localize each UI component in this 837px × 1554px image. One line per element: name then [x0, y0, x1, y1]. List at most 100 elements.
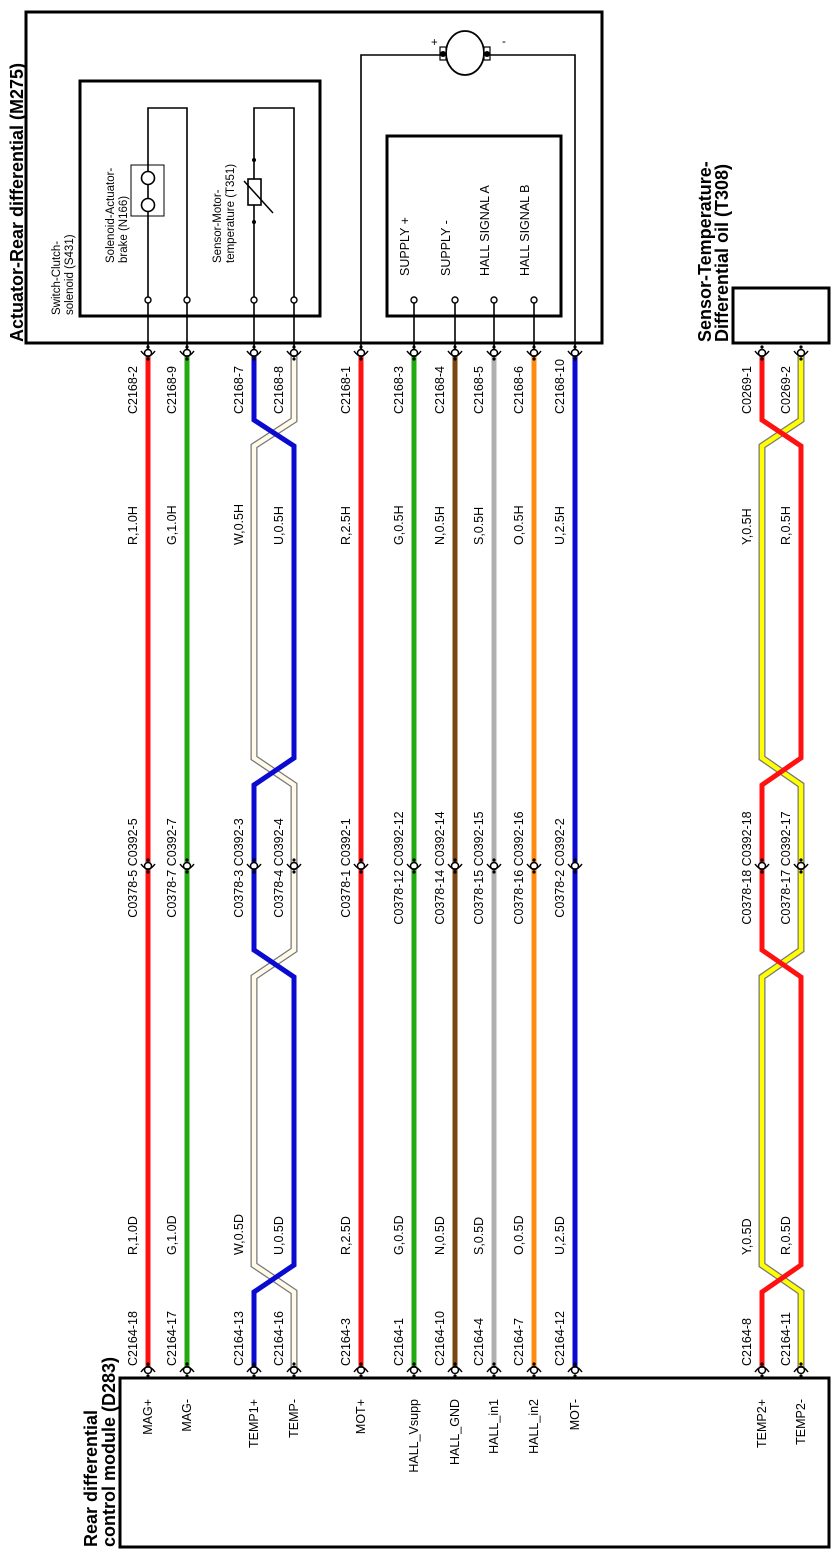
connector-socket — [406, 863, 422, 870]
bottom-conn-label: C2164-12 — [553, 1311, 567, 1366]
inline-conn-label: C0378-16 C0392-16 — [512, 811, 526, 924]
pin-terminal-icon — [183, 296, 191, 304]
connector-dot — [760, 858, 764, 862]
connector-dot — [252, 858, 256, 862]
connector-socket — [793, 350, 809, 357]
connector-socket — [486, 863, 502, 870]
bottom-conn-label: C2164-8 — [740, 1318, 754, 1366]
connector-dot — [359, 1374, 363, 1378]
connector-icon — [447, 858, 463, 874]
connector-icon — [179, 858, 195, 874]
pin-label: MAG- — [180, 1399, 194, 1432]
connector-dot — [532, 1362, 536, 1366]
connector-dot — [492, 870, 496, 874]
connector-icon — [754, 858, 770, 874]
connector-dot — [252, 345, 256, 349]
pin-terminal-icon — [144, 296, 152, 304]
connector-socket — [286, 350, 302, 357]
connector-socket — [353, 863, 369, 870]
hall-sensor-box — [385, 134, 563, 318]
connector-dot — [573, 858, 577, 862]
connector-dot — [532, 357, 536, 361]
top-gauge-label: Y,0.5H — [740, 508, 754, 545]
connector-icon — [286, 1362, 302, 1378]
connector-icon — [526, 345, 542, 361]
connector-dot — [760, 1374, 764, 1378]
connector-icon — [486, 345, 502, 361]
bottom-gauge-label: S,0.5D — [472, 1217, 486, 1255]
connector-dot — [412, 870, 416, 874]
top-gauge-label: O,0.5H — [512, 505, 526, 545]
connector-icon — [754, 1362, 770, 1378]
connector-dot — [453, 357, 457, 361]
connector-socket — [567, 1366, 583, 1373]
pin-label: MOT- — [568, 1399, 582, 1430]
connector-dot — [252, 1362, 256, 1366]
top-gauge-label: R,1.0H — [126, 506, 140, 545]
connector-icon — [447, 345, 463, 361]
bottom-conn-label: C2164-16 — [272, 1311, 286, 1366]
switch-clutch-box — [78, 79, 322, 318]
inline-conn-label: C0378-7 C0392-7 — [165, 818, 179, 917]
connector-socket — [447, 863, 463, 870]
connector-socket — [140, 1366, 156, 1373]
connector-icon — [406, 345, 422, 361]
motor-plus-label: + — [431, 37, 438, 49]
connector-socket — [526, 350, 542, 357]
connector-socket — [447, 1366, 463, 1373]
pin-terminal-icon — [490, 296, 498, 304]
connector-icon — [353, 345, 369, 361]
connector-dot — [292, 1362, 296, 1366]
connector-socket — [286, 863, 302, 870]
connector-dot — [453, 1362, 457, 1366]
top-conn-label: C2168-3 — [392, 366, 406, 414]
switch-clutch-label-2: solenoid (S431) — [64, 234, 76, 315]
connector-dot — [292, 345, 296, 349]
connector-icon — [567, 858, 583, 874]
connector-icon — [526, 858, 542, 874]
connector-dot — [146, 858, 150, 862]
inline-conn-label: C0378-4 C0392-4 — [272, 818, 286, 917]
connector-dot — [760, 357, 764, 361]
inline-conn-label: C0378-5 C0392-5 — [126, 818, 140, 917]
connector-icon — [179, 345, 195, 361]
bottom-conn-label: C2164-17 — [165, 1311, 179, 1366]
bottom-gauge-label: W,0.5D — [232, 1214, 246, 1255]
connector-dot — [532, 345, 536, 349]
connector-socket — [286, 1366, 302, 1373]
connector-socket — [526, 1366, 542, 1373]
connector-dot — [573, 1362, 577, 1366]
connector-socket — [140, 863, 156, 870]
connector-dot — [412, 345, 416, 349]
connector-dot — [573, 357, 577, 361]
connector-dot — [292, 357, 296, 361]
pin-label: HALL_in1 — [487, 1399, 501, 1454]
connector-icon — [140, 345, 156, 361]
hall-pin-label: SUPPLY + — [398, 217, 412, 276]
top-conn-label: C0269-2 — [779, 366, 793, 414]
connector-dot — [185, 357, 189, 361]
pin-label: TEMP2- — [794, 1399, 808, 1445]
pin-label: HALL_GND — [448, 1399, 462, 1465]
connector-icon — [140, 1362, 156, 1378]
hall-pin-label: HALL SIGNAL B — [518, 185, 532, 276]
connector-dot — [359, 1362, 363, 1366]
connector-icon — [567, 1362, 583, 1378]
top-conn-label: C2168-4 — [433, 366, 447, 414]
connector-dot — [760, 1362, 764, 1366]
connector-dot — [146, 1362, 150, 1366]
connector-socket — [447, 350, 463, 357]
bottom-gauge-label: U,0.5D — [272, 1216, 286, 1255]
hall-pin-label: HALL SIGNAL A — [478, 185, 492, 276]
top-conn-label: C0269-1 — [740, 366, 754, 414]
bottom-conn-label: C2164-1 — [392, 1318, 406, 1366]
top-gauge-label: G,1.0H — [165, 505, 179, 545]
sensor-motor-label-2: temperature (T351) — [225, 164, 237, 263]
bottom-conn-label: C2164-3 — [339, 1318, 353, 1366]
bottom-gauge-label: O,0.5D — [512, 1215, 526, 1255]
top-conn-label: C2168-10 — [553, 359, 567, 414]
motor-minus-label: - — [502, 36, 506, 48]
top-gauge-label: W,0.5H — [232, 504, 246, 545]
connector-icon — [406, 1362, 422, 1378]
inline-conn-label: C0378-1 C0392-1 — [339, 818, 353, 917]
